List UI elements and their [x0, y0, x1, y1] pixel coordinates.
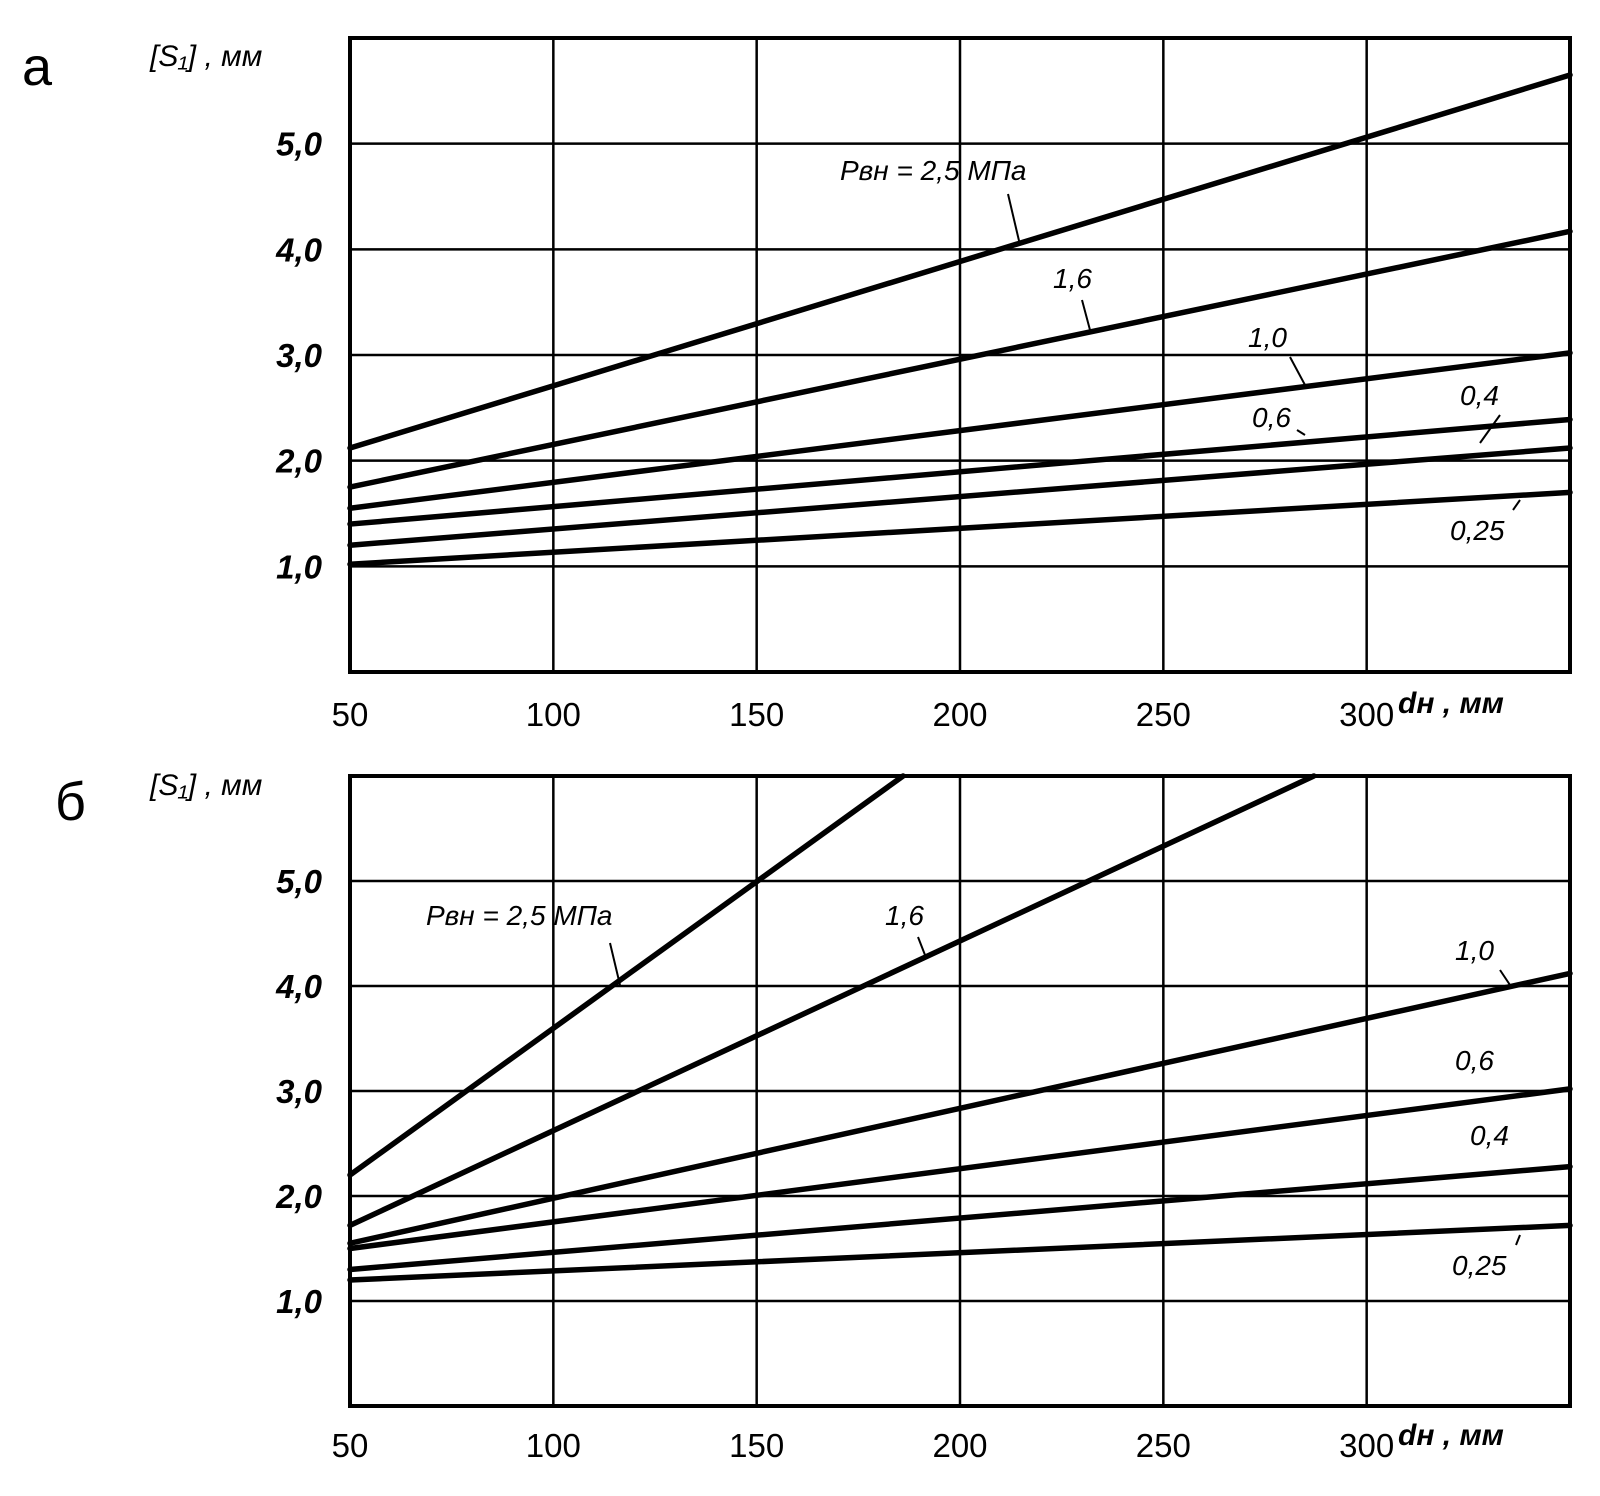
panel-a-label-leader: [1289, 356, 1306, 386]
panel-a-series-label: Pвн = 2,5 МПа: [840, 155, 1027, 186]
panel-b-label-leader: [917, 936, 926, 956]
panel-b-x-tick-label: 200: [932, 1427, 987, 1464]
panel-b-y-tick-label: 3,0: [276, 1073, 323, 1110]
panel-a-label-leader: [1007, 193, 1021, 246]
panel-a-y-tick-label: 5,0: [276, 126, 323, 163]
panel-b-x-tick-label: 50: [332, 1427, 369, 1464]
panel-a-series-label: 1,6: [1053, 263, 1092, 294]
panel-a-series-label: 0,4: [1460, 380, 1499, 411]
panel-a-letter: а: [22, 37, 53, 97]
panel-b-series-line-3: [347, 1086, 1573, 1252]
panel-b-series-line-4: [347, 1163, 1573, 1273]
panel-a-series-label: 1,0: [1248, 322, 1287, 353]
panel-b-x-tick-label: 250: [1136, 1427, 1191, 1464]
panel-a-y-tick-label: 2,0: [275, 443, 323, 480]
panel-b-y-tick-label: 2,0: [275, 1178, 323, 1215]
panel-a-x-tick-label: 200: [932, 696, 987, 733]
panel-a-x-tick-label: 50: [332, 696, 369, 733]
panel-a-y-tick-label: 4,0: [275, 231, 323, 268]
panel-b-y-tick-label: 5,0: [276, 863, 323, 900]
panel-b-series-label: 0,4: [1470, 1120, 1509, 1151]
panel-b-label-leader: [609, 942, 621, 986]
panel-a-series-line-0: [347, 72, 1573, 451]
panel-a-y-axis-label: [S₁] , мм: [149, 40, 262, 73]
panel-a-x-tick-label: 100: [526, 696, 581, 733]
panel-b-series-label: 1,0: [1455, 935, 1494, 966]
panel-a-label-leader: [1081, 299, 1091, 331]
panel-a-label-leader: [1512, 499, 1521, 511]
panel-a-label-leader: [1296, 429, 1306, 436]
panel-a-series-line-5: [347, 489, 1573, 567]
panel-a-series-label: 0,6: [1252, 402, 1291, 433]
panel-a-series-line-4: [347, 445, 1573, 548]
panel-b-y-tick-label: 4,0: [275, 968, 323, 1005]
panel-a-series-line-1: [347, 228, 1573, 490]
panel-b-series-line-2: [347, 970, 1573, 1246]
panel-b-series-line-5: [347, 1222, 1573, 1283]
panel-b-series-label: 1,6: [885, 900, 924, 931]
panel-b-series-label: 0,25: [1452, 1250, 1507, 1281]
panel-b-series-line-0: [347, 773, 906, 1178]
panel-b-series-line-1: [347, 773, 1317, 1229]
panel-b-label-leader: [1499, 969, 1511, 986]
panel-a-series-line-3: [347, 416, 1573, 527]
panel-b-x-tick-label: 100: [526, 1427, 581, 1464]
panel-b-label-leader: [1515, 1234, 1521, 1246]
panel-a-series-line-2: [347, 350, 1573, 511]
panel-b-y-axis-label: [S₁] , мм: [149, 769, 262, 802]
panel-a-series-label: 0,25: [1450, 515, 1505, 546]
panel-b-x-tick-label: 150: [729, 1427, 784, 1464]
panel-b-series-label: Pвн = 2,5 МПа: [426, 900, 613, 931]
panel-a-x-tick-label: 300: [1339, 696, 1394, 733]
panel-b-x-tick-label: 300: [1339, 1427, 1394, 1464]
panel-b-series-label: 0,6: [1455, 1045, 1494, 1076]
panel-a-y-tick-label: 3,0: [276, 337, 323, 374]
panel-a-x-tick-label: 250: [1136, 696, 1191, 733]
panel-a-x-tick-label: 150: [729, 696, 784, 733]
panel-b-letter: б: [55, 772, 86, 832]
panel-a-y-tick-label: 1,0: [276, 548, 323, 585]
panel-a-x-axis-label: dн , мм: [1398, 687, 1504, 720]
panel-a-label-leader: [1479, 414, 1501, 444]
panel-b-x-axis-label: dн , мм: [1398, 1419, 1504, 1452]
panel-b-y-tick-label: 1,0: [276, 1283, 323, 1320]
